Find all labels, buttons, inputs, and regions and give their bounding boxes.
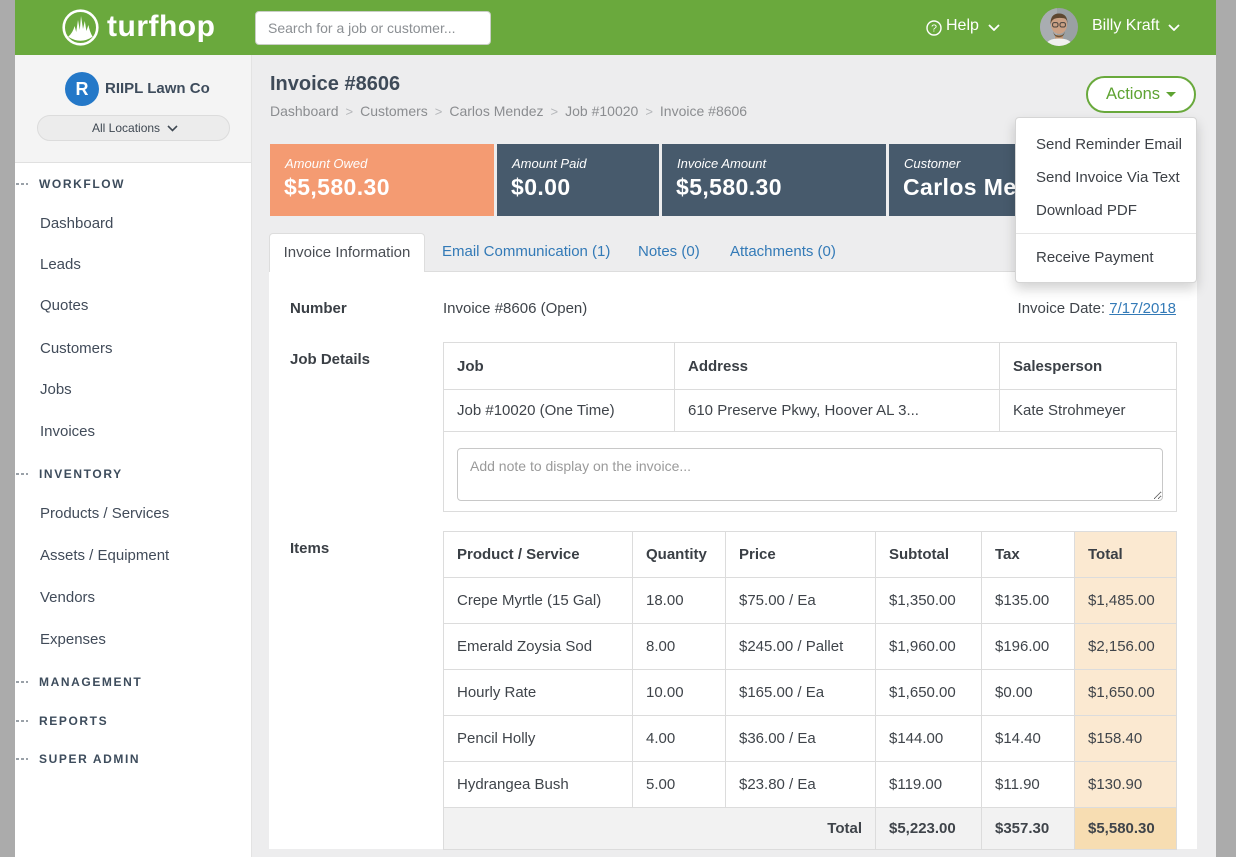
svg-text:?: ? xyxy=(931,23,937,35)
